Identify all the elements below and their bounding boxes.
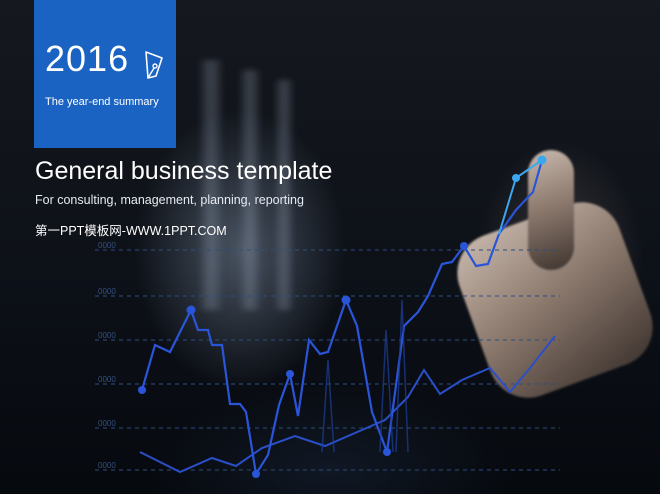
- axis-label: 0000: [98, 461, 116, 470]
- chart-line-spikes: [321, 299, 409, 453]
- chart-line-main: [140, 159, 544, 478]
- chart-line-highlight: [498, 159, 543, 235]
- chart-point: [383, 448, 391, 456]
- axis-label: 0000: [98, 375, 116, 384]
- title-box: [34, 0, 176, 148]
- chart-point: [252, 470, 260, 478]
- chart-point: [138, 386, 146, 394]
- axis-label: 0000: [98, 287, 116, 296]
- page-tagline: For consulting, management, planning, re…: [35, 193, 304, 207]
- axis-label: 0000: [98, 241, 116, 250]
- axis-label: 0000: [98, 331, 116, 340]
- background-pillar: [200, 60, 222, 310]
- chart-point: [341, 295, 351, 305]
- site-label: 第一PPT模板网-WWW.1PPT.COM: [35, 224, 227, 238]
- background-pillar: [275, 80, 293, 310]
- chart-axis-labels: 0000 0000 0000 0000 0000 0000: [98, 241, 116, 470]
- page-title: General business template: [35, 157, 333, 185]
- chart-point: [460, 242, 468, 250]
- year-subtitle: The year-end summary: [45, 96, 159, 108]
- chart-point: [186, 305, 196, 315]
- pen-nib-icon: [145, 51, 163, 79]
- chart-point: [286, 370, 294, 378]
- chart-gridlines: [95, 249, 560, 471]
- chart-line-low: [139, 335, 556, 474]
- chart-points: [138, 242, 468, 478]
- year-heading: 2016: [45, 38, 130, 79]
- axis-label: 0000: [98, 419, 116, 428]
